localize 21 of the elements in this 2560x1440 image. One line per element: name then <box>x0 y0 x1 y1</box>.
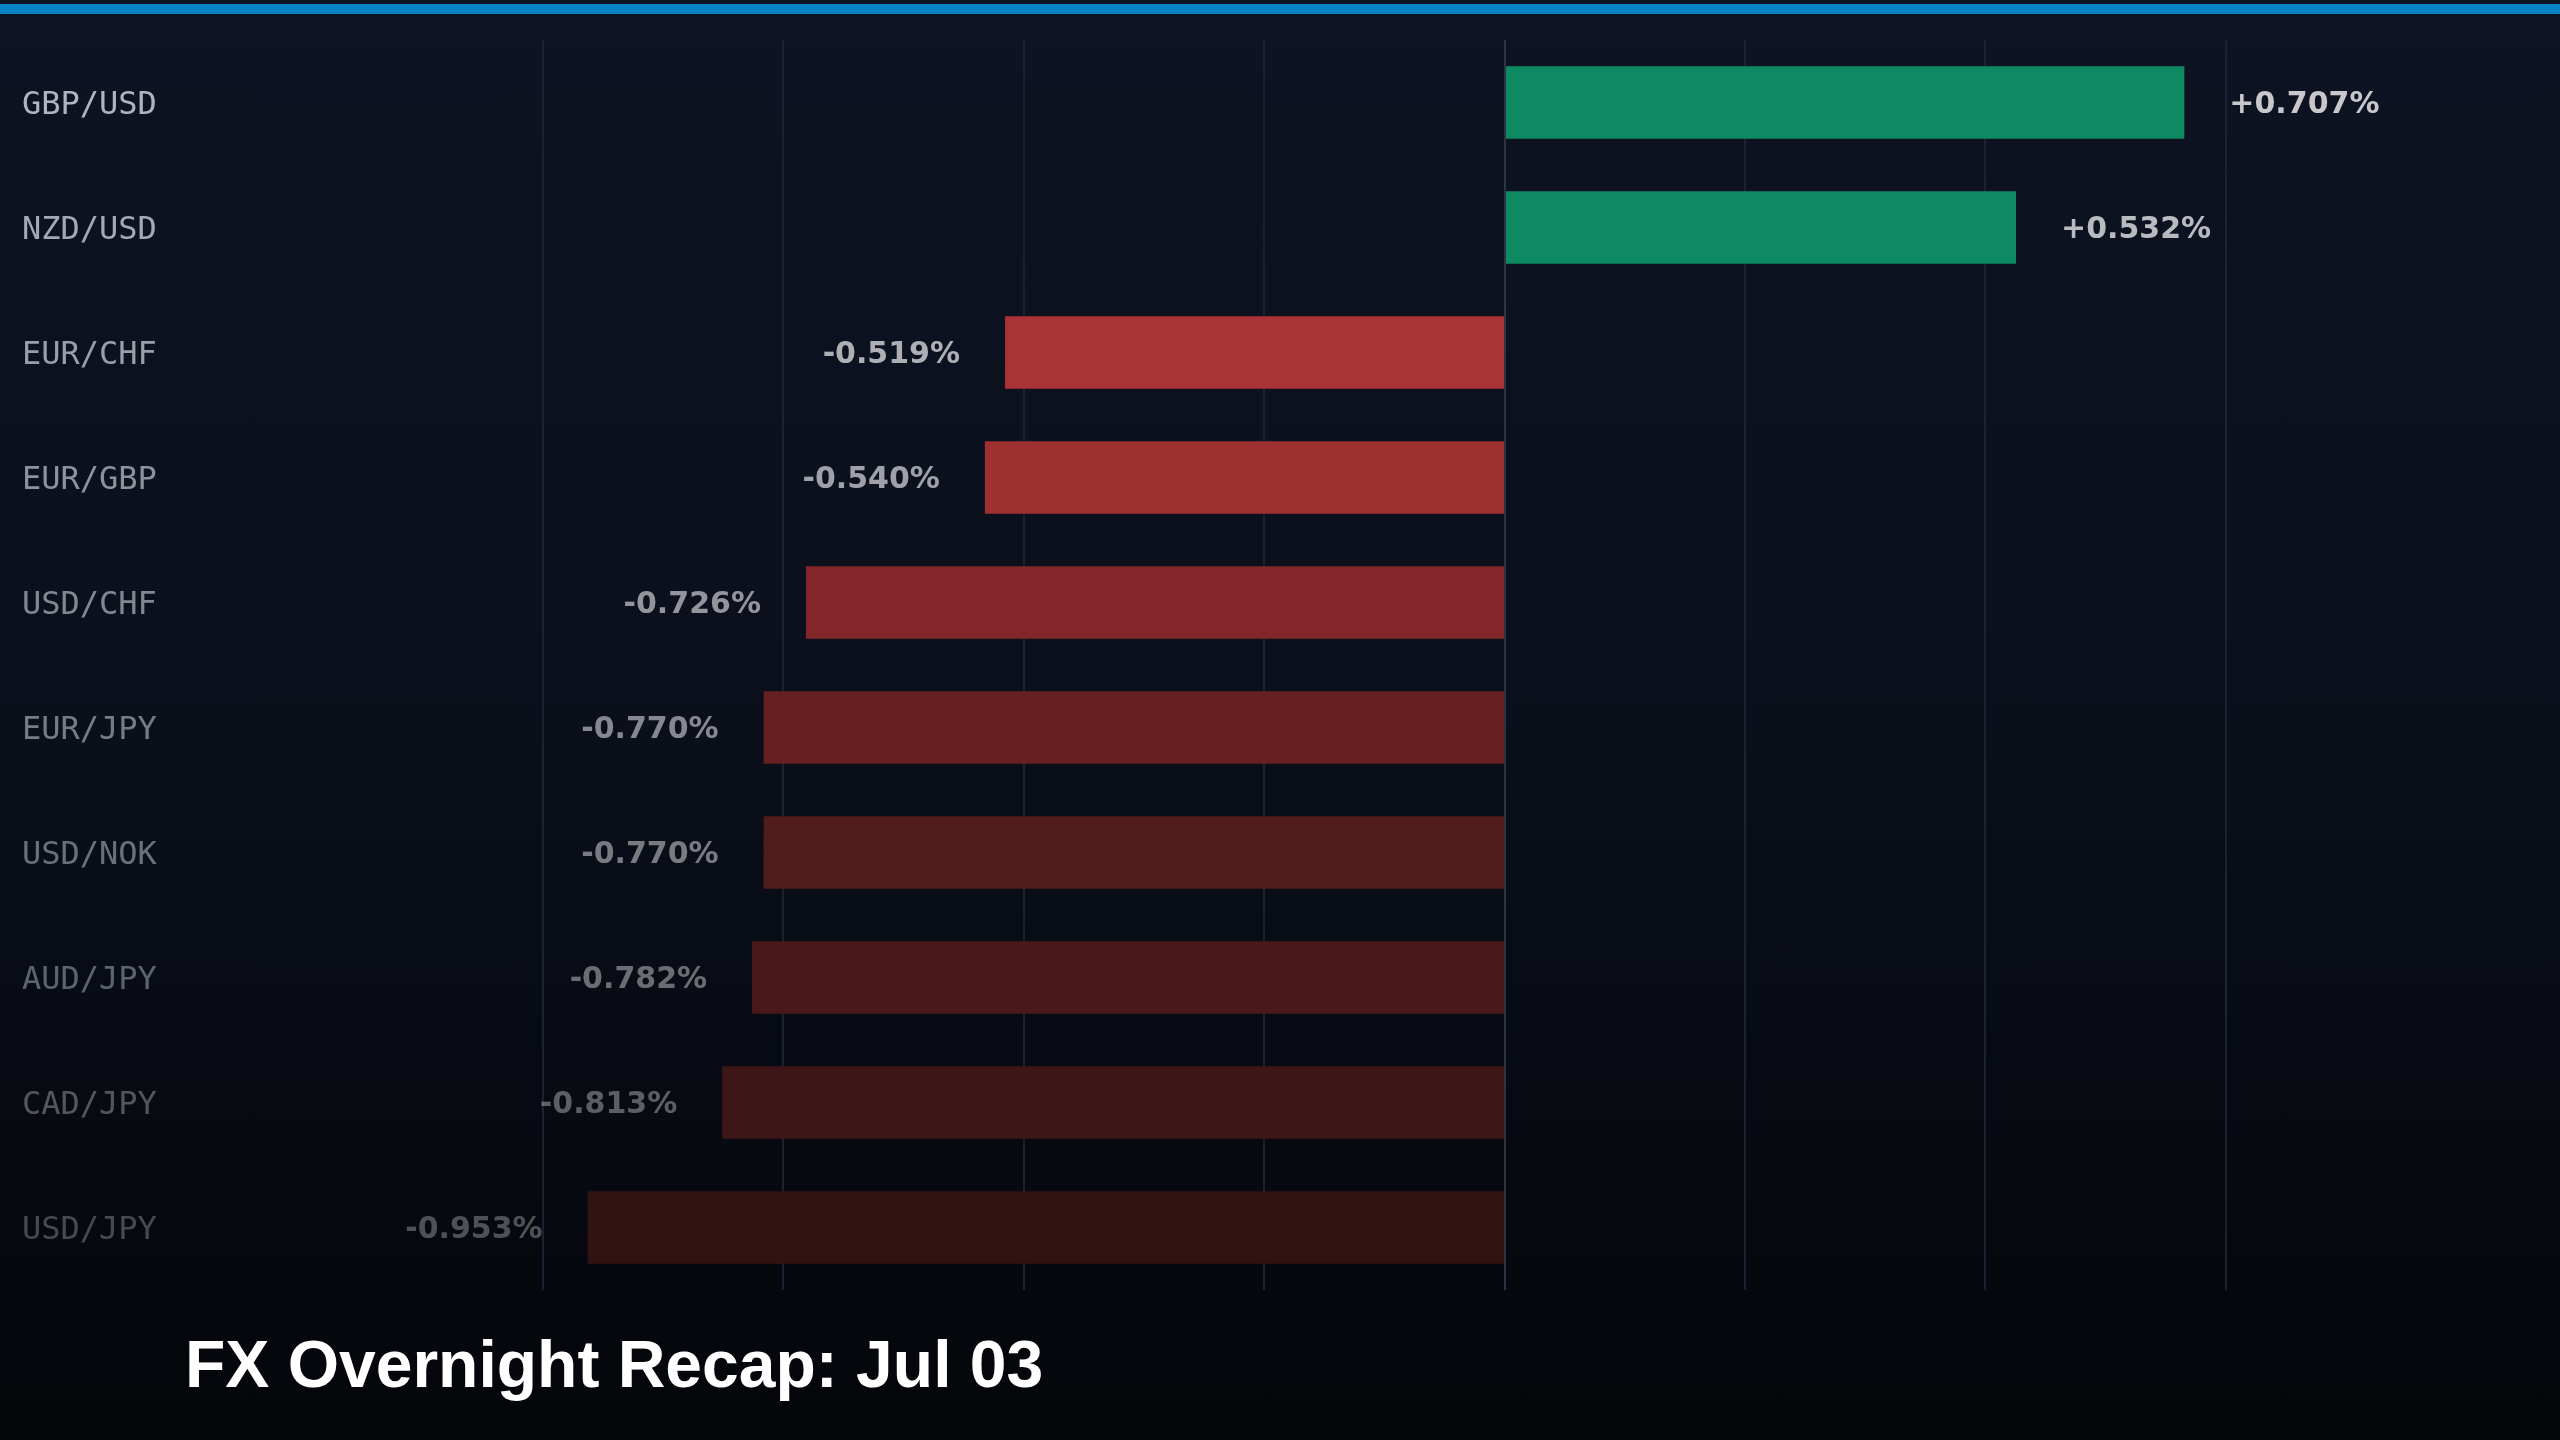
data-label: +0.707% <box>2229 85 2380 120</box>
y-tick-label: EUR/GBP <box>22 458 157 497</box>
data-label: -0.953% <box>405 1210 543 1245</box>
y-tick-label: USD/CHF <box>22 583 157 622</box>
y-tick-label: USD/NOK <box>22 833 158 872</box>
data-label: -0.770% <box>581 710 719 745</box>
data-label: -0.519% <box>822 335 961 370</box>
data-label: -0.782% <box>569 960 708 995</box>
data-label: -0.540% <box>802 460 940 495</box>
data-label: -0.726% <box>623 585 761 620</box>
y-tick-label: USD/JPY <box>22 1208 157 1247</box>
y-tick-label: GBP/USD <box>22 83 157 122</box>
y-tick-label: CAD/JPY <box>22 1083 157 1122</box>
data-label: -0.813% <box>539 1085 678 1120</box>
y-tick-label: NZD/USD <box>22 208 157 247</box>
y-tick-label: EUR/CHF <box>22 333 157 372</box>
y-tick-label: AUD/JPY <box>22 958 157 997</box>
text: FX Overnight Recap: Jul 03 <box>185 1327 1044 1401</box>
y-tick-label: EUR/JPY <box>22 708 157 747</box>
data-label: -0.770% <box>581 835 719 870</box>
data-label: +0.532% <box>2061 210 2212 245</box>
